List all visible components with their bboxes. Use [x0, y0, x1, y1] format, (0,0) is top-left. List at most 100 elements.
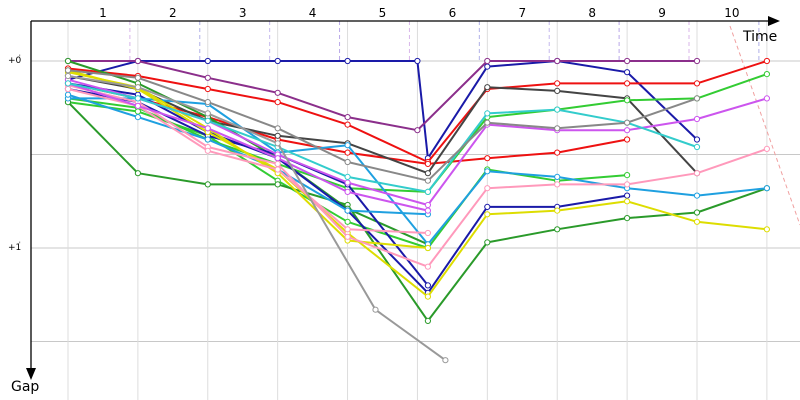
data-point: [344, 233, 351, 240]
data-point: [424, 317, 431, 324]
data-point: [424, 293, 431, 300]
data-point: [204, 57, 211, 65]
data-point: [763, 57, 771, 65]
x-tick-label: 6: [449, 6, 457, 20]
data-point: [134, 74, 141, 81]
data-point: [693, 115, 701, 123]
x-tick-label: 1: [99, 6, 107, 20]
y-tick-label: +0: [8, 56, 22, 66]
data-point: [693, 218, 701, 225]
data-point: [274, 57, 281, 65]
data-point: [344, 226, 351, 233]
x-tick-label: 9: [658, 6, 666, 20]
data-point: [554, 181, 561, 188]
data-point: [763, 185, 771, 192]
data-point: [344, 57, 351, 65]
x-tick-label: 4: [309, 6, 317, 20]
y-tick-label: +1: [8, 243, 21, 253]
data-point: [484, 84, 491, 91]
data-point: [424, 282, 431, 289]
data-point: [693, 170, 701, 177]
y-tick-superscript: ': [19, 241, 21, 248]
series-line: [67, 82, 698, 193]
data-point: [64, 67, 72, 74]
data-point: [64, 80, 72, 87]
data-point: [484, 239, 491, 246]
x-tick-label: 7: [518, 6, 526, 20]
data-point: [134, 102, 141, 110]
data-point: [763, 71, 771, 78]
data-point: [554, 207, 561, 214]
data-point: [64, 91, 72, 98]
x-tick-labels: 1 2 3 4 5 6 7 8 9 10: [99, 6, 739, 20]
data-point: [624, 80, 631, 87]
y-tick-labels: +0'+1': [8, 54, 22, 253]
data-point: [274, 160, 281, 167]
data-point: [763, 145, 771, 152]
data-point: [484, 211, 491, 218]
data-point: [484, 63, 491, 70]
data-point: [204, 99, 211, 106]
data-point: [274, 140, 281, 147]
data-point: [424, 170, 431, 177]
series-line: [68, 60, 697, 132]
data-point: [624, 136, 631, 143]
data-point: [693, 95, 701, 102]
data-point: [274, 89, 281, 96]
data-point: [204, 181, 211, 188]
data-point: [274, 155, 281, 162]
data-point: [204, 85, 211, 93]
data-point: [554, 106, 561, 113]
data-point: [484, 57, 491, 65]
data-point: [372, 306, 379, 313]
data-point: [344, 188, 351, 195]
data-point: [204, 74, 211, 81]
data-point: [204, 110, 211, 117]
x-axis-arrowhead: [768, 16, 780, 26]
data-point: [424, 263, 431, 270]
series-line: [67, 82, 429, 212]
data-point: [554, 173, 561, 180]
data-point: [624, 57, 631, 65]
data-point: [424, 229, 431, 237]
data-point: [554, 80, 561, 87]
data-point: [624, 69, 631, 76]
x-tick-label: 8: [588, 6, 596, 20]
y-tick-superscript: ': [19, 54, 21, 61]
x-tick-label: 10: [724, 6, 739, 20]
x-axis-title: Time: [742, 29, 777, 45]
data-point: [424, 177, 431, 184]
data-point: [484, 168, 491, 175]
data-point: [624, 198, 631, 205]
data-point: [484, 155, 491, 162]
data-point: [554, 87, 561, 95]
data-point: [624, 181, 631, 188]
data-point: [344, 121, 351, 128]
data-point: [274, 132, 281, 139]
series-line: [67, 75, 698, 175]
data-point: [134, 57, 141, 65]
data-point: [344, 158, 351, 166]
data-point: [344, 142, 351, 149]
data-point: [414, 127, 421, 134]
data-point: [204, 136, 211, 143]
data-point: [554, 149, 561, 156]
axes: Time Gap: [11, 16, 780, 395]
data-point: [763, 226, 771, 233]
data-point: [554, 226, 561, 233]
data-point: [344, 114, 351, 121]
data-point: [763, 95, 771, 102]
data-point: [274, 99, 281, 106]
data-point: [274, 181, 281, 188]
series-line: [67, 69, 698, 182]
series-line: [67, 75, 446, 362]
data-point: [204, 147, 211, 154]
data-point: [64, 57, 72, 65]
data-point: [624, 97, 631, 104]
data-point: [274, 166, 281, 173]
data-point: [424, 160, 431, 167]
data-point: [554, 57, 561, 65]
data-point: [693, 80, 701, 87]
data-point: [693, 209, 701, 216]
